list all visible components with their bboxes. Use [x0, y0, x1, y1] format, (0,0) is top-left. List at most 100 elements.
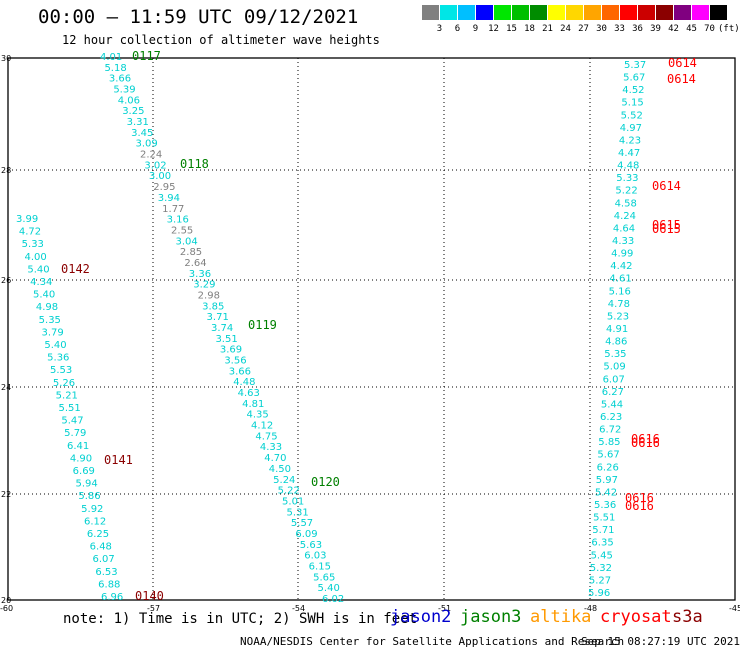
obs-value: 4.34 [30, 277, 52, 288]
obs-value: 3.45 [131, 128, 153, 139]
obs-value: 4.23 [619, 135, 641, 146]
obs-value: 6.96 [101, 592, 123, 603]
obs-value: 4.48 [617, 161, 639, 172]
legend-label: 12 [488, 24, 499, 34]
legend-label: 15 [506, 24, 517, 34]
sat-label-s3a: s3a [672, 607, 703, 627]
legend-swatch [602, 5, 619, 20]
obs-value: 5.40 [33, 290, 55, 301]
obs-value: 3.16 [167, 215, 189, 226]
lat-tick-label: 26 [1, 276, 11, 285]
obs-value: 5.85 [598, 437, 620, 448]
obs-value: 2.24 [140, 150, 162, 161]
lat-tick-label: 22 [1, 490, 11, 499]
legend-label: 42 [668, 24, 679, 34]
legend-label: 30 [596, 24, 607, 34]
obs-value: 3.04 [175, 236, 197, 247]
legend-swatch [440, 5, 457, 20]
legend-label: 36 [632, 24, 643, 34]
obs-value: 3.51 [215, 334, 237, 345]
obs-value: 5.35 [604, 349, 626, 360]
obs-value: 6.41 [67, 441, 89, 452]
legend-swatch [422, 5, 439, 20]
obs-value: 3.85 [202, 301, 224, 312]
obs-value: 4.58 [615, 198, 637, 209]
obs-value: 2.85 [180, 247, 202, 258]
obs-value: 5.24 [273, 475, 295, 486]
obs-value: 2.55 [171, 225, 193, 236]
obs-value: 5.63 [300, 540, 322, 551]
obs-value: 5.37 [624, 60, 646, 71]
obs-value: 4.90 [70, 453, 92, 464]
obs-value: 5.26 [53, 378, 75, 389]
legend-swatch [638, 5, 655, 20]
track-label: 0616 [631, 432, 660, 446]
obs-value: 6.69 [73, 466, 95, 477]
obs-value: 3.71 [207, 312, 229, 323]
obs-value: 5.09 [603, 362, 625, 373]
obs-value: 6.26 [597, 462, 619, 473]
obs-value: 3.94 [158, 193, 180, 204]
obs-value: 4.50 [269, 464, 291, 475]
obs-value: 6.25 [87, 529, 109, 540]
sat-label-altika: altika [530, 607, 592, 627]
legend-swatch [458, 5, 475, 20]
obs-value: 5.32 [590, 563, 612, 574]
obs-value: 5.40 [44, 340, 66, 351]
track-label: 0118 [180, 157, 209, 171]
obs-value: 5.52 [621, 110, 643, 121]
obs-value: 5.21 [56, 390, 78, 401]
track-label: 0616 [625, 499, 654, 513]
legend-label: 24 [560, 24, 571, 34]
track-label: 0140 [135, 589, 164, 603]
obs-value: 4.33 [612, 236, 634, 247]
legend-swatch [512, 5, 529, 20]
obs-value: 6.09 [295, 529, 317, 540]
lon-tick-label: -57 [147, 604, 160, 613]
obs-value: 5.65 [313, 572, 335, 583]
page-title: 00:00 – 11:59 UTC 09/12/2021 [38, 6, 359, 28]
track-label: 0142 [61, 262, 90, 276]
obs-value: 3.66 [109, 74, 131, 85]
legend-label: 21 [542, 24, 553, 34]
obs-value: 5.31 [286, 507, 308, 518]
obs-value: 5.16 [609, 286, 631, 297]
obs-value: 5.40 [27, 264, 49, 275]
track-label: 0614 [667, 72, 696, 86]
legend-unit: (ft) [718, 24, 740, 34]
obs-value: 5.39 [113, 85, 135, 96]
legend-swatch [476, 5, 493, 20]
legend-swatch [656, 5, 673, 20]
obs-value: 4.12 [251, 421, 273, 432]
obs-value: 5.22 [278, 486, 300, 497]
obs-value: 4.86 [605, 337, 627, 348]
page-subtitle: 12 hour collection of altimeter wave hei… [62, 33, 380, 47]
legend-swatch [494, 5, 511, 20]
obs-value: 5.53 [50, 365, 72, 376]
credit-line: NOAA/NESDIS Center for Satellite Applica… [240, 635, 625, 648]
legend-label: 9 [472, 24, 479, 34]
obs-value: 5.67 [623, 73, 645, 84]
obs-value: 5.51 [593, 513, 615, 524]
obs-value: 5.35 [39, 315, 61, 326]
obs-value: 3.31 [127, 117, 149, 128]
obs-value: 3.56 [224, 356, 246, 367]
obs-value: 5.18 [104, 63, 126, 74]
obs-value: 6.72 [599, 425, 621, 436]
legend-swatch [530, 5, 547, 20]
obs-value: 4.00 [25, 252, 47, 263]
obs-value: 6.15 [309, 561, 331, 572]
obs-value: 4.72 [19, 227, 41, 238]
track-label: 0615 [652, 222, 681, 236]
lat-tick-label: 20 [1, 596, 11, 605]
obs-value: 2.95 [153, 182, 175, 193]
lat-tick-label: 24 [1, 383, 11, 392]
lon-tick-label: -60 [0, 604, 13, 613]
obs-value: 4.99 [611, 249, 633, 260]
obs-value: 4.91 [606, 324, 628, 335]
legend-swatch [710, 5, 727, 20]
obs-value: 5.40 [318, 583, 340, 594]
sat-label-jason3: jason3 [460, 607, 522, 627]
track-label: 0616 [625, 491, 654, 505]
track-label: 0614 [652, 179, 681, 193]
